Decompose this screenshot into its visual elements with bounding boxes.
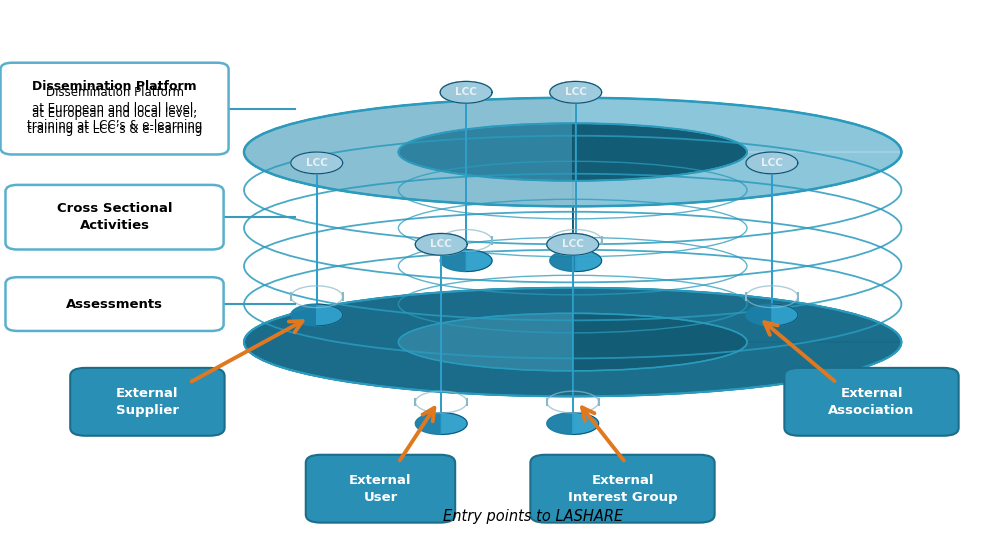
Polygon shape <box>550 81 602 103</box>
Text: External
Supplier: External Supplier <box>116 387 179 417</box>
Text: Assessments: Assessments <box>66 298 163 311</box>
Polygon shape <box>440 81 492 103</box>
Text: at European and local level,
training at LCC’s & e-learning: at European and local level, training at… <box>27 107 202 136</box>
Polygon shape <box>746 152 798 174</box>
Polygon shape <box>291 152 343 174</box>
Polygon shape <box>466 81 492 272</box>
Text: LCC: LCC <box>455 87 477 97</box>
Text: Cross Sectional
Activities: Cross Sectional Activities <box>57 203 172 232</box>
Polygon shape <box>244 98 901 206</box>
Polygon shape <box>547 233 599 255</box>
FancyBboxPatch shape <box>306 455 455 522</box>
Polygon shape <box>244 288 901 396</box>
Polygon shape <box>291 152 317 326</box>
FancyBboxPatch shape <box>6 185 223 250</box>
Polygon shape <box>573 123 747 371</box>
FancyBboxPatch shape <box>1 63 229 155</box>
Text: LCC: LCC <box>761 158 783 168</box>
Text: LCC: LCC <box>430 239 452 249</box>
Polygon shape <box>440 81 466 272</box>
Text: External
User: External User <box>350 473 411 504</box>
FancyBboxPatch shape <box>530 455 715 522</box>
Polygon shape <box>746 152 772 326</box>
Polygon shape <box>547 233 573 434</box>
Text: Dissemination Platform
at European and local level,
training at LCC’s & e-learni: Dissemination Platform at European and l… <box>27 86 202 131</box>
Polygon shape <box>317 152 343 326</box>
Polygon shape <box>415 233 467 255</box>
Polygon shape <box>550 81 576 272</box>
Polygon shape <box>415 233 441 434</box>
Text: LCC: LCC <box>565 87 587 97</box>
FancyBboxPatch shape <box>6 277 223 331</box>
Polygon shape <box>573 98 901 396</box>
Polygon shape <box>772 152 798 326</box>
Text: LCC: LCC <box>306 158 328 168</box>
Polygon shape <box>244 98 573 396</box>
Text: LCC: LCC <box>562 239 584 249</box>
Text: Entry points to LASHARE: Entry points to LASHARE <box>443 509 622 525</box>
Polygon shape <box>576 81 602 272</box>
Polygon shape <box>441 233 467 434</box>
FancyBboxPatch shape <box>70 368 225 435</box>
Text: Dissemination Platform: Dissemination Platform <box>32 80 197 93</box>
Polygon shape <box>573 233 599 434</box>
Text: External
Association: External Association <box>829 387 914 417</box>
FancyBboxPatch shape <box>785 368 958 435</box>
Text: External
Interest Group: External Interest Group <box>568 473 677 504</box>
